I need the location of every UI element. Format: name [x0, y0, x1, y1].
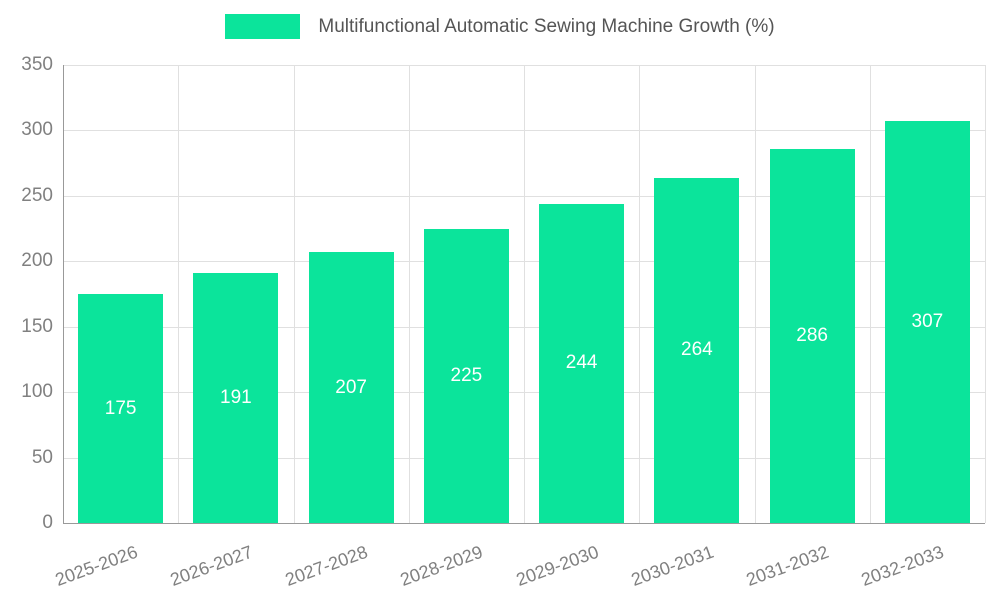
bar-value-label: 286: [796, 324, 828, 346]
gridline-vertical: [754, 65, 756, 523]
x-axis-tick-label: 2030-2031: [628, 541, 717, 590]
bar-value-label: 307: [911, 311, 944, 333]
gridline-vertical: [869, 65, 871, 523]
gridline-vertical: [178, 65, 180, 523]
x-axis-tick-label: 2027-2028: [282, 541, 371, 590]
y-axis-tick-label: 300: [21, 119, 53, 141]
y-axis-line: [63, 65, 64, 523]
bar-value-label: 244: [565, 352, 598, 374]
bar: [78, 294, 164, 523]
bar: [308, 252, 394, 523]
gridline-vertical: [293, 65, 295, 523]
bar: [539, 203, 625, 523]
bar-value-label: 225: [450, 364, 483, 386]
bar: [769, 148, 855, 523]
y-axis-tick-label: 50: [31, 446, 53, 468]
gridline-vertical: [408, 65, 410, 523]
chart-legend: Multifunctional Automatic Sewing Machine…: [0, 14, 1000, 39]
y-axis-tick-label: 250: [21, 184, 53, 206]
y-axis-tick-label: 0: [42, 512, 53, 533]
y-axis-tick-label: 150: [21, 315, 53, 337]
gridline-vertical: [985, 65, 986, 523]
x-axis-tick-label: 2031-2032: [743, 541, 832, 590]
x-axis-tick-label: 2028-2029: [397, 541, 486, 590]
bar: [193, 273, 279, 523]
bar-value-label: 264: [681, 339, 713, 361]
bar-value-label: 175: [104, 397, 137, 419]
bar-value-label: 207: [335, 376, 367, 398]
y-axis-tick-label: 200: [21, 250, 53, 272]
bar: [423, 228, 509, 523]
x-axis-tick-label: 2026-2027: [167, 541, 256, 590]
y-axis-tick-label: 350: [21, 54, 53, 75]
chart-title: Multifunctional Automatic Sewing Machine…: [318, 15, 775, 37]
x-axis-tick-label: 2032-2033: [858, 541, 947, 590]
bar: [654, 177, 740, 523]
x-axis-tick-label: 2029-2030: [513, 541, 601, 590]
bar: [884, 121, 970, 523]
legend-swatch: [225, 14, 301, 39]
bar-value-label: 191: [220, 387, 252, 409]
y-axis-tick-label: 100: [21, 381, 53, 403]
gridline-vertical: [639, 65, 641, 523]
x-axis-tick-label: 2025-2026: [52, 541, 140, 590]
x-axis-line: [63, 523, 985, 524]
gridline-vertical: [524, 65, 525, 523]
